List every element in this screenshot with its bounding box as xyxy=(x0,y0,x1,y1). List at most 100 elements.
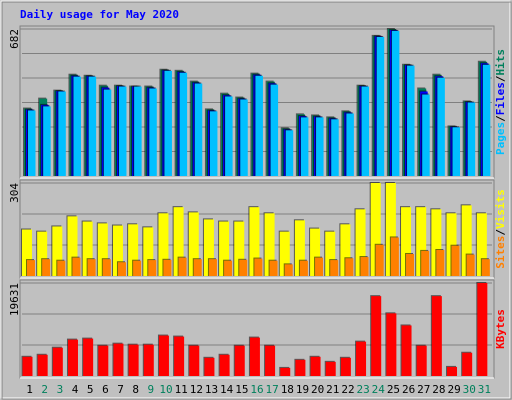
bar xyxy=(88,76,97,176)
bar xyxy=(239,259,248,276)
x-tick-label: 22 xyxy=(341,383,354,396)
bar xyxy=(345,258,354,276)
bar xyxy=(315,257,324,276)
bar xyxy=(188,212,199,276)
y-max-label: 19631 xyxy=(8,283,21,316)
bar xyxy=(37,231,48,276)
bar xyxy=(103,89,112,176)
bar xyxy=(330,260,339,276)
bar xyxy=(27,260,35,276)
bar xyxy=(447,366,458,376)
bar xyxy=(416,207,427,276)
bar xyxy=(149,88,157,176)
x-tick-label: 4 xyxy=(72,383,79,396)
bar xyxy=(385,183,396,276)
bar xyxy=(249,207,260,276)
bar xyxy=(406,253,415,276)
bar xyxy=(133,260,142,276)
x-tick-label: 19 xyxy=(296,383,309,396)
bar xyxy=(209,111,218,176)
bar xyxy=(67,216,78,276)
bar xyxy=(386,313,397,376)
bar xyxy=(401,207,412,276)
bar xyxy=(203,219,214,276)
bar xyxy=(249,337,260,376)
x-tick-label: 10 xyxy=(159,383,172,396)
bar xyxy=(280,367,291,376)
bar xyxy=(234,345,245,376)
bar xyxy=(143,227,154,276)
x-tick-label: 7 xyxy=(117,383,124,396)
bar xyxy=(174,336,185,376)
bar xyxy=(401,325,412,376)
chart-title: Daily usage for May 2020 xyxy=(20,8,179,21)
x-tick-label: 8 xyxy=(132,383,139,396)
bar xyxy=(58,91,66,176)
bar xyxy=(391,30,400,177)
x-tick-label: 28 xyxy=(432,383,445,396)
bar xyxy=(310,356,321,376)
bar xyxy=(219,354,230,376)
bar xyxy=(117,262,126,276)
bar xyxy=(194,83,203,176)
bar xyxy=(269,260,278,276)
bar xyxy=(97,223,108,276)
bar xyxy=(128,344,139,376)
bar xyxy=(346,113,354,176)
x-tick-label: 20 xyxy=(311,383,324,396)
bar xyxy=(481,259,490,276)
bar xyxy=(376,36,385,177)
legend-entry: Visits xyxy=(494,189,507,229)
bar xyxy=(476,213,487,276)
bar xyxy=(118,86,127,176)
x-tick-label: 6 xyxy=(102,383,109,396)
bar xyxy=(22,356,33,376)
legend-entry: Sites xyxy=(494,236,507,269)
x-tick-label: 16 xyxy=(250,383,263,396)
x-tick-label: 30 xyxy=(463,383,476,396)
legend: Sites/Visits xyxy=(494,189,507,269)
x-tick-label: 26 xyxy=(402,383,415,396)
bar xyxy=(72,257,81,276)
bar xyxy=(112,225,123,276)
bar xyxy=(299,260,308,276)
bar xyxy=(300,117,309,176)
bar xyxy=(22,229,32,276)
legend-entry: KBytes xyxy=(494,309,507,349)
bar xyxy=(467,102,476,176)
x-tick-label: 12 xyxy=(190,383,203,396)
bar xyxy=(482,64,491,176)
bar xyxy=(431,209,442,276)
x-tick-label: 9 xyxy=(148,383,155,396)
bar xyxy=(208,259,217,276)
bar xyxy=(128,224,139,276)
x-tick-label: 2 xyxy=(41,383,48,396)
bar xyxy=(82,221,93,276)
bar xyxy=(87,259,96,276)
bar xyxy=(204,357,215,376)
legend: KBytes xyxy=(494,309,507,349)
x-tick-label: 15 xyxy=(235,383,248,396)
legend-separator: / xyxy=(494,75,507,82)
bar xyxy=(254,258,263,276)
bar xyxy=(310,228,321,276)
bar xyxy=(294,220,305,276)
bar xyxy=(437,77,445,176)
x-tick-label: 23 xyxy=(357,383,370,396)
bar xyxy=(370,183,381,276)
bar xyxy=(265,345,276,376)
bar xyxy=(446,213,457,276)
x-tick-label: 25 xyxy=(387,383,400,396)
legend-separator: / xyxy=(494,115,507,122)
bar xyxy=(284,264,293,276)
bar xyxy=(295,359,306,376)
bar xyxy=(452,127,461,176)
bar xyxy=(224,260,233,276)
bar xyxy=(331,119,339,176)
bar xyxy=(189,345,200,376)
bar xyxy=(83,338,94,376)
bar xyxy=(102,259,111,276)
bar xyxy=(134,86,142,176)
bar xyxy=(43,106,51,176)
bar xyxy=(421,250,430,276)
